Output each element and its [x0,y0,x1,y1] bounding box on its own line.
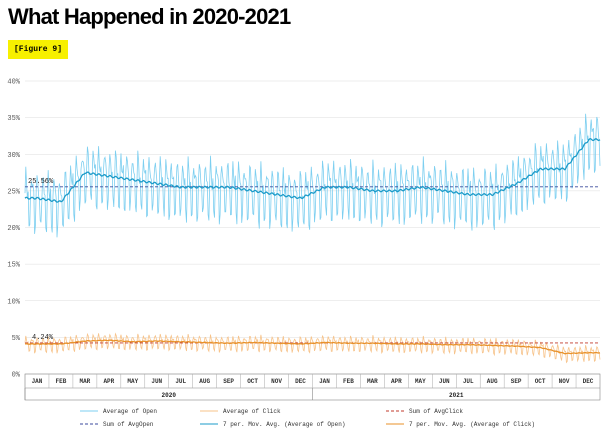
month-label: AUG [487,378,498,385]
month-label: JUN [439,378,450,385]
month-label: APR [391,378,402,385]
month-label: NOV [271,378,282,385]
month-label: MAY [127,378,138,385]
reference-lines [25,186,600,344]
month-label: OCT [535,378,546,385]
y-tick-label: 35% [7,115,20,123]
month-label: AUG [199,378,210,385]
legend-label: Average of Open [103,408,157,415]
month-label: JAN [32,378,43,385]
daily-series [24,113,601,364]
month-label: FEB [343,378,354,385]
month-label: SEP [511,378,522,385]
legend-label: Sum of AvgOpen [103,421,154,428]
month-label: JAN [319,378,330,385]
y-tick-label: 10% [7,298,20,306]
month-label: MAY [415,378,426,385]
moving-average-series [24,137,601,355]
legend-label: 7 per. Mov. Avg. (Average of Click) [409,421,535,428]
legend-label: Average of Click [223,408,281,415]
legend-label: Sum of AvgClick [409,408,463,415]
click-daily-line [24,332,601,364]
y-axis: 0% 5% 10% 15% 20% 25% 30% 35% 40% [7,79,20,380]
month-label: JUL [175,378,186,385]
month-label: MAR [367,378,378,385]
year-label: 2021 [449,392,464,399]
click-reference-label: 4.24% [32,334,54,342]
month-label: JUN [151,378,162,385]
click-moving-average-line [24,339,601,355]
month-label: JUL [463,378,474,385]
open-moving-average-line [24,137,601,203]
page-title: What Happened in 2020-2021 [8,4,291,29]
y-tick-label: 0% [12,372,21,380]
month-label: DEC [583,378,594,385]
month-label: FEB [56,378,67,385]
y-tick-label: 40% [7,79,20,87]
y-tick-label: 5% [12,335,21,343]
y-tick-label: 25% [7,188,20,196]
month-label: APR [103,378,114,385]
month-label: SEP [223,378,234,385]
month-label: DEC [295,378,306,385]
y-tick-label: 15% [7,262,20,270]
legend: Average of Open Average of Click Sum of Av… [80,408,535,428]
x-axis: JAN FEB MAR APR MAY JUN JUL AUG SEP OCT NOV DEC JAN F… [24,373,601,401]
year-label: 2020 [162,392,177,399]
open-daily-line [24,113,601,238]
figure-label-badge: [Figure 9] [8,40,69,59]
open-reference-label: 25.56% [28,178,54,186]
grid-lines [25,80,600,375]
y-tick-label: 30% [7,152,20,160]
annotations: 25.56% 4.24% [28,178,54,342]
legend-label: 7 per. Mov. Avg. (Average of Open) [223,421,345,428]
y-tick-label: 20% [7,225,20,233]
month-label: MAR [79,378,90,385]
month-label: NOV [559,378,570,385]
month-label: OCT [247,378,258,385]
